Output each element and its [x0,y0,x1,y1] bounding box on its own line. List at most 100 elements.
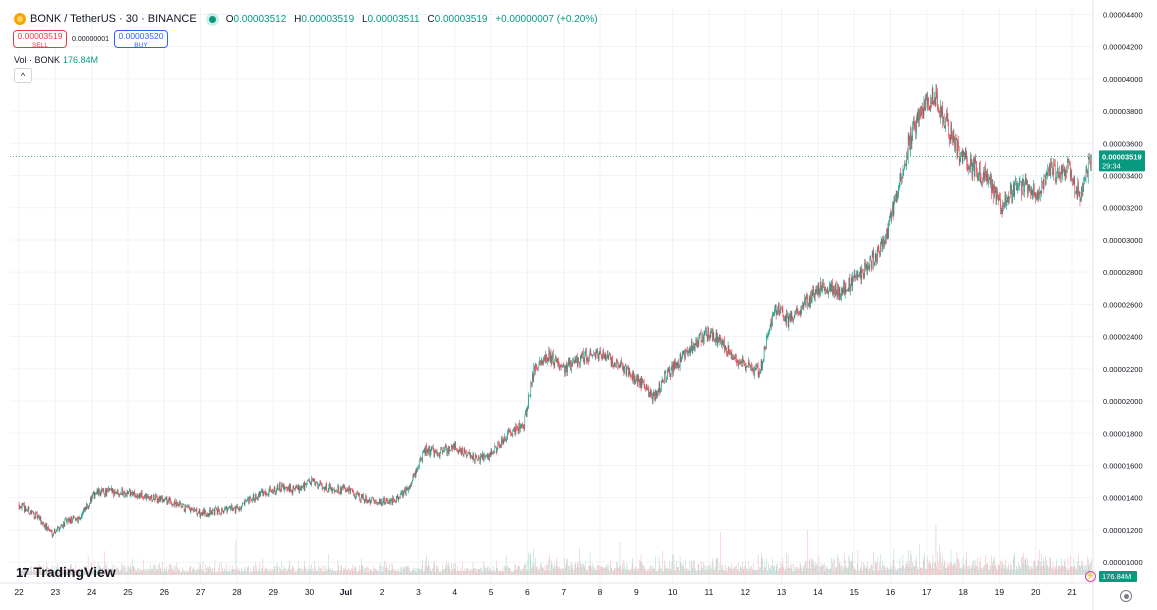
volume-bar [275,570,276,575]
candle-body [51,531,53,536]
candle-body [793,318,794,321]
volume-bar [1045,560,1047,575]
tradingview-logo[interactable]: 17 TradingView [16,564,116,580]
candle-body [784,320,785,322]
candle-body [115,492,117,494]
candle-body [32,511,33,513]
candle-body [205,512,207,516]
volume-bar [237,566,238,575]
volume-bar [246,571,247,575]
volume-bar [449,568,450,575]
volume-bar [474,568,475,575]
symbol-title[interactable]: BONK / TetherUS · 30 · BINANCE [30,13,197,25]
volume-bar [417,568,419,575]
candle-body [1062,169,1063,175]
sell-button[interactable]: 0.00003519 SELL [13,30,67,49]
volume-bar [382,571,384,575]
candle-body [300,487,302,491]
candle-body [406,487,408,490]
candle-body [1028,185,1030,189]
volume-bar [441,564,443,575]
volume-bar [780,562,781,575]
volume-bar [865,567,867,575]
volume-bar [959,568,961,575]
settings-gear-icon[interactable] [1120,590,1132,602]
volume-bar [739,565,741,575]
candle-body [575,358,577,363]
candle-body [820,282,822,289]
volume-bar [793,571,795,575]
candle-body [331,488,333,492]
candle-body [342,486,344,489]
volume-bar [949,562,950,575]
volume-bar [361,564,363,575]
volume-bar [161,570,162,575]
volume-bar [284,568,285,575]
volume-bar [692,567,694,575]
collapse-legend-button[interactable]: ^ [14,68,32,83]
volume-bar [174,564,175,575]
candle-body [423,449,425,451]
candle-body [72,516,74,520]
volume-legend[interactable]: Vol · BONK 176.84M [14,55,98,65]
candle-body [385,498,387,504]
candle-body [874,262,875,266]
volume-bar [649,567,650,575]
candle-body [105,489,107,494]
volume-bar [162,562,163,575]
volume-bar [639,559,640,575]
volume-bar [448,565,450,575]
candle-body [943,117,945,128]
candle-body [814,293,815,299]
volume-bar [365,568,366,575]
volume-bar [908,566,910,575]
candle-body [903,168,904,171]
volume-bar [144,569,145,575]
volume-bar [546,565,547,575]
volume-bar [706,566,708,575]
volume-bar [1017,569,1018,575]
candle-body [68,518,69,522]
volume-bar [386,566,387,575]
volume-bar [457,570,459,575]
volume-bar [1021,557,1022,575]
volume-bar [646,571,647,575]
volume-bar [812,563,814,575]
candle-body [474,459,475,462]
lightning-icon[interactable]: ⚡ [1085,571,1096,582]
candle-body [1059,171,1060,178]
volume-bar [856,570,857,575]
candle-body [391,498,393,505]
volume-bar [325,565,327,575]
volume-bar [204,563,206,575]
volume-bar [205,572,207,575]
market-status-icon[interactable] [208,15,216,23]
candle-body [953,135,955,141]
candle-body [940,106,942,116]
volume-bar [368,568,369,575]
candle-body [112,490,114,493]
candle-body [730,353,731,355]
candle-body [973,159,974,167]
volume-bar [399,566,401,575]
candle-body [493,452,494,455]
volume-bar [833,570,835,575]
volume-bar [377,570,378,575]
volume-bar [584,567,586,575]
candle-body [734,354,736,359]
candle-body [763,359,764,362]
volume-bar [559,566,560,575]
volume-bar [179,567,180,575]
volume-bar [880,554,881,575]
candle-body [1063,169,1064,171]
candle-body [1040,191,1042,194]
buy-button[interactable]: 0.00003520 BUY [113,30,168,49]
candle-body [318,485,319,489]
candle-body [81,516,82,518]
candle-body [829,286,830,292]
candle-body [158,499,159,503]
volume-bar [390,570,392,575]
volume-bar [704,570,706,575]
candle-body [593,353,595,356]
